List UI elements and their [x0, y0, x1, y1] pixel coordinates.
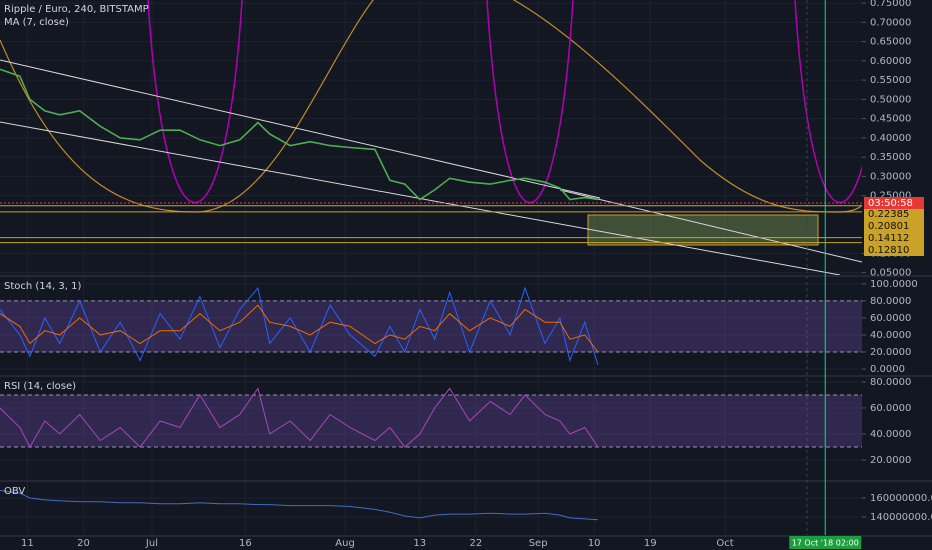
y-tick-label: 0.05000 [870, 268, 911, 279]
band [0, 394, 862, 447]
y-tick-label: 140000000.0000 [870, 512, 932, 523]
y-tick-label: 20.0000 [870, 455, 911, 466]
level-label: 0.20801 [868, 221, 909, 232]
x-tick-label: 22 [469, 538, 482, 549]
cursor-label: 17 Oct '18 02:00 [792, 539, 859, 548]
legend-text: Stoch (14, 3, 1) [4, 281, 81, 292]
x-tick-label: 19 [644, 538, 657, 549]
x-tick-label: 11 [21, 538, 34, 549]
x-tick-label: Oct [716, 538, 733, 549]
y-tick-label: 0.30000 [870, 171, 911, 182]
y-tick-label: 40.0000 [870, 429, 911, 440]
y-tick-label: 0.25000 [870, 191, 911, 202]
y-tick-label: 80.0000 [870, 296, 911, 307]
level-badge [864, 208, 924, 220]
level-label: 0.22385 [868, 209, 909, 220]
y-tick-label: 60.0000 [870, 313, 911, 324]
y-tick-label: 20.0000 [870, 347, 911, 358]
series-line [0, 286, 599, 365]
y-tick-label: 0.45000 [870, 114, 911, 125]
level-badge [864, 244, 924, 256]
y-tick-label: 0.65000 [870, 37, 911, 48]
level-label: 0.14112 [868, 233, 909, 244]
countdown-badge [864, 197, 924, 209]
legend-text: RSI (14, close) [4, 381, 76, 392]
cycle-curve [147, 0, 243, 203]
trend-line [559, 189, 862, 263]
x-tick-label: 20 [77, 538, 90, 549]
target-box [587, 214, 819, 246]
series-line [0, 387, 599, 449]
y-tick-label: 0.60000 [870, 56, 911, 67]
cursor-badge [789, 536, 862, 549]
trend-line [0, 59, 601, 199]
countdown: 03:50:58 [868, 198, 913, 209]
y-tick-label: 40.0000 [870, 330, 911, 341]
series-line [0, 304, 599, 353]
level-badge [864, 220, 924, 232]
series-line [0, 68, 599, 201]
y-tick-label: 0.35000 [870, 152, 911, 163]
series-line [0, 489, 598, 521]
legend-text: MA (7, close) [4, 17, 69, 28]
x-tick-label: 13 [413, 538, 426, 549]
x-tick-label: 10 [588, 538, 601, 549]
y-tick-label: 0.0000 [870, 364, 905, 375]
drawings [0, 0, 862, 535]
level-badge [864, 232, 924, 244]
x-tick-label: Jul [145, 538, 158, 549]
y-tick-label: 0.75000 [870, 0, 911, 9]
x-tick-label: Sep [529, 538, 548, 549]
legend-text: Ripple / Euro, 240, BITSTAMP [4, 4, 149, 15]
y-tick-label: 0.50000 [870, 94, 911, 105]
y-tick-label: 80.0000 [870, 377, 911, 388]
x-tick-label: 16 [239, 538, 252, 549]
y-tick-label: 160000000.0000 [870, 493, 932, 504]
y-tick-label: 0.70000 [870, 17, 911, 28]
band [0, 300, 862, 352]
x-tick-label: Aug [335, 538, 355, 549]
level-label: 0.12810 [868, 245, 909, 256]
y-tick-label: 60.0000 [870, 403, 911, 414]
legend-text: OBV [4, 486, 25, 497]
y-tick-label: 0.55000 [870, 75, 911, 86]
y-tick-label: 0.40000 [870, 133, 911, 144]
cycle-curve [486, 0, 574, 203]
y-tick-label: 100.0000 [870, 279, 918, 290]
cycle-curve [794, 0, 862, 203]
